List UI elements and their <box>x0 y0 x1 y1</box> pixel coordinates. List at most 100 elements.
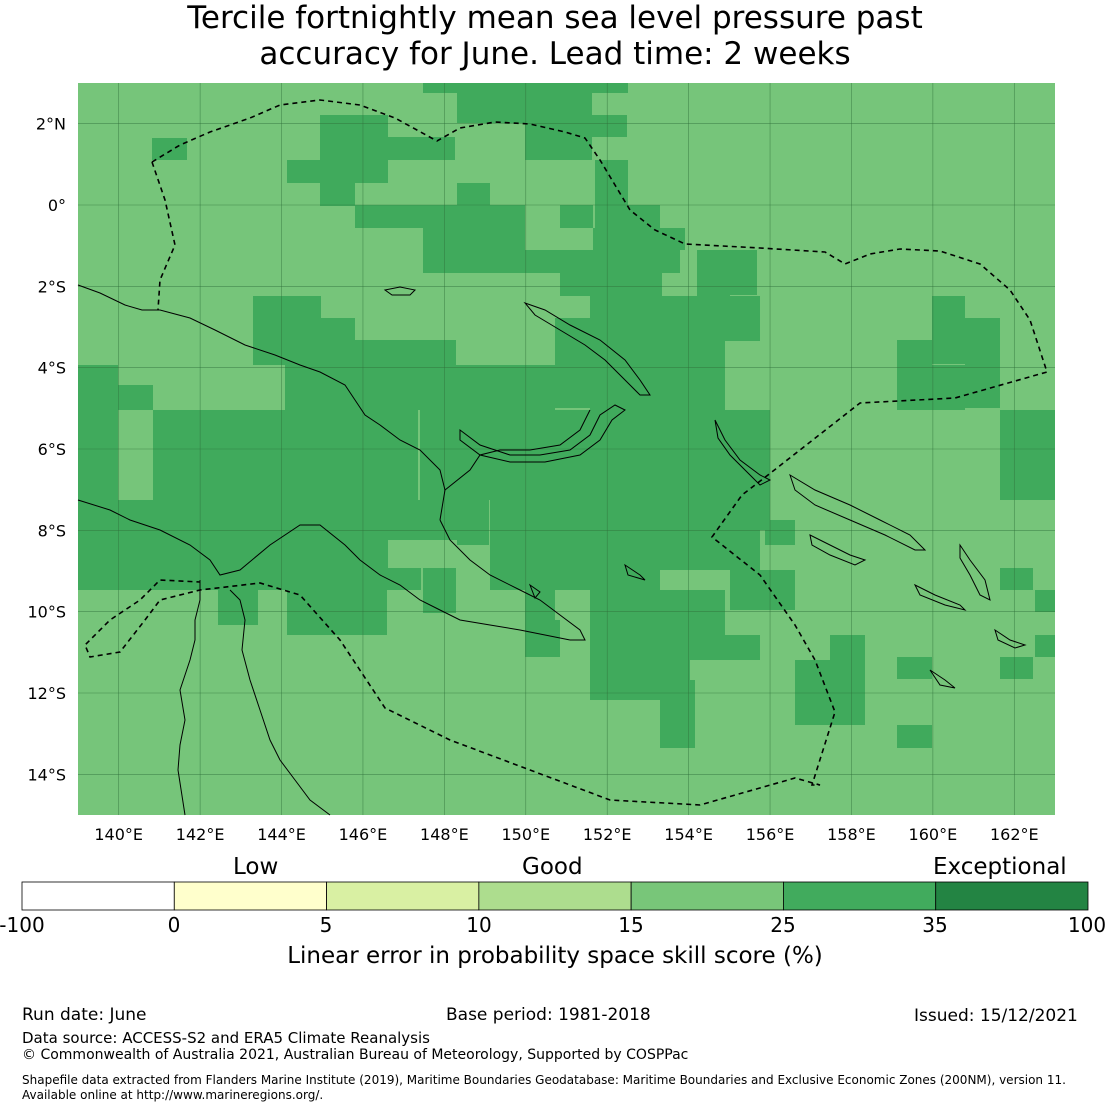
run-date: Run date: June <box>22 1005 147 1025</box>
axis-tick-labels: 140°E 142°E 144°E 146°E 148°E 150°E 152°E 154°E… <box>27 115 1038 844</box>
colorbar-tick: 15 <box>618 913 644 937</box>
skill-cell-high <box>690 590 725 635</box>
lon-tick-label: 154°E <box>664 825 713 844</box>
coastline-solomon-4 <box>959 543 991 601</box>
lon-tick-label: 140°E <box>94 825 143 844</box>
title-line-2: accuracy for June. Lead time: 2 weeks <box>259 36 851 72</box>
skill-cell-high <box>1000 410 1055 500</box>
skill-cell-high <box>388 137 455 160</box>
skill-cell-high <box>525 620 560 657</box>
lat-tick-label: 4°S <box>38 359 66 378</box>
colorbar-segment <box>478 881 632 911</box>
lon-tick-label: 144°E <box>257 825 306 844</box>
skill-cell-high <box>830 635 865 725</box>
skill-cell-high <box>1035 590 1055 612</box>
skill-cell-high <box>593 228 685 250</box>
skill-cell-high <box>592 385 660 410</box>
colorbar-tick: 100 <box>1067 913 1107 937</box>
skill-cell-high <box>932 365 965 410</box>
lon-tick-label: 156°E <box>746 825 795 844</box>
skill-cell-high <box>595 205 660 228</box>
skill-cell-high <box>457 93 592 123</box>
lon-tick-label: 162°E <box>990 825 1039 844</box>
colorbar-tick: 35 <box>922 913 948 937</box>
coastline-islands-south <box>528 563 1027 689</box>
skill-cell-high <box>1035 635 1055 657</box>
skill-cell-high <box>555 410 770 530</box>
lon-tick-label: 148°E <box>420 825 469 844</box>
skill-cell-high <box>490 500 525 590</box>
skill-cell-high <box>795 660 830 725</box>
coastline-huon <box>444 409 591 491</box>
skill-cell-high <box>320 183 355 206</box>
skill-cell-high <box>697 273 730 296</box>
skill-cell-high <box>78 545 118 590</box>
skill-cell-high <box>388 568 421 590</box>
skill-cell-high <box>560 205 593 228</box>
skill-cell-high <box>660 680 695 748</box>
colorbar-segment <box>21 881 175 911</box>
lon-tick-label: 158°E <box>827 825 876 844</box>
skill-cell-high <box>965 318 1000 408</box>
skill-cell-high <box>525 123 592 160</box>
gridlines <box>78 83 1055 815</box>
skill-cell-high <box>592 115 627 137</box>
coastline-papuan-peninsula <box>439 519 586 641</box>
skill-cell-high <box>525 250 680 273</box>
lon-tick-label: 152°E <box>583 825 632 844</box>
skill-cell-high <box>660 296 760 341</box>
colorbar-tick: -100 <box>0 913 45 937</box>
colorbar-label: Linear error in probability space skill … <box>287 943 823 969</box>
skill-cell-high <box>1000 568 1033 590</box>
skill-cell-high <box>457 183 490 206</box>
skill-cell-high <box>423 568 456 613</box>
coastline-bougainville <box>714 419 772 486</box>
shapefile-credit-line-2: Available online at http://www.marinereg… <box>22 1088 324 1102</box>
skill-cell-high <box>285 365 555 410</box>
skill-cell-high <box>590 296 660 341</box>
colorbar-category-exceptional: Exceptional <box>933 854 1067 880</box>
lat-tick-label: 0° <box>48 196 66 215</box>
coastline-new-britain <box>459 404 626 463</box>
coastline-solomon-3 <box>913 583 967 611</box>
lat-tick-label: 2°N <box>36 115 66 134</box>
skill-cell-high <box>423 340 456 365</box>
skill-cell-high <box>320 568 388 590</box>
lat-tick-label: 2°S <box>38 277 66 296</box>
skill-cell-high <box>555 318 590 408</box>
coastlines <box>77 284 1027 816</box>
colorbar-tick: 0 <box>167 913 181 937</box>
lon-tick-label: 160°E <box>909 825 958 844</box>
lon-tick-label: 146°E <box>339 825 388 844</box>
page-title: Tercile fortnightly mean sea level press… <box>0 0 1110 72</box>
skill-cell-high <box>730 570 795 610</box>
colorbar-segment <box>783 881 937 911</box>
skill-cell-high <box>253 296 321 346</box>
coastline-new-guinea-south <box>77 499 571 641</box>
skill-cell-high <box>218 590 258 625</box>
colorbar-category-good: Good <box>522 854 583 880</box>
colorbar-category-low: Low <box>233 854 279 880</box>
skill-cell-high <box>283 410 418 500</box>
skill-cell-high <box>897 725 932 748</box>
issued-date: Issued: 15/12/2021 <box>914 1006 1078 1026</box>
skill-cell-high <box>153 410 283 500</box>
coastline-cape-york-east <box>229 589 331 816</box>
coastline-new-guinea-north <box>77 284 446 521</box>
skill-cell-high <box>690 635 760 660</box>
coastline-new-ireland <box>523 301 651 396</box>
skill-cell-high <box>932 296 965 364</box>
skill-cell-high <box>388 500 423 540</box>
coastline-cape-york <box>177 580 201 816</box>
skill-cell-high <box>897 340 932 410</box>
coastline-solomon-2 <box>809 534 867 566</box>
skill-cell-high <box>660 530 760 570</box>
skill-cell-high <box>555 530 590 590</box>
skill-cell-high <box>625 340 660 390</box>
skill-cell-high <box>253 568 288 590</box>
colorbar-segment <box>935 881 1089 911</box>
colorbar-tick: 10 <box>466 913 492 937</box>
colorbar-tick: 5 <box>319 913 333 937</box>
skill-cell-high <box>1000 657 1033 679</box>
